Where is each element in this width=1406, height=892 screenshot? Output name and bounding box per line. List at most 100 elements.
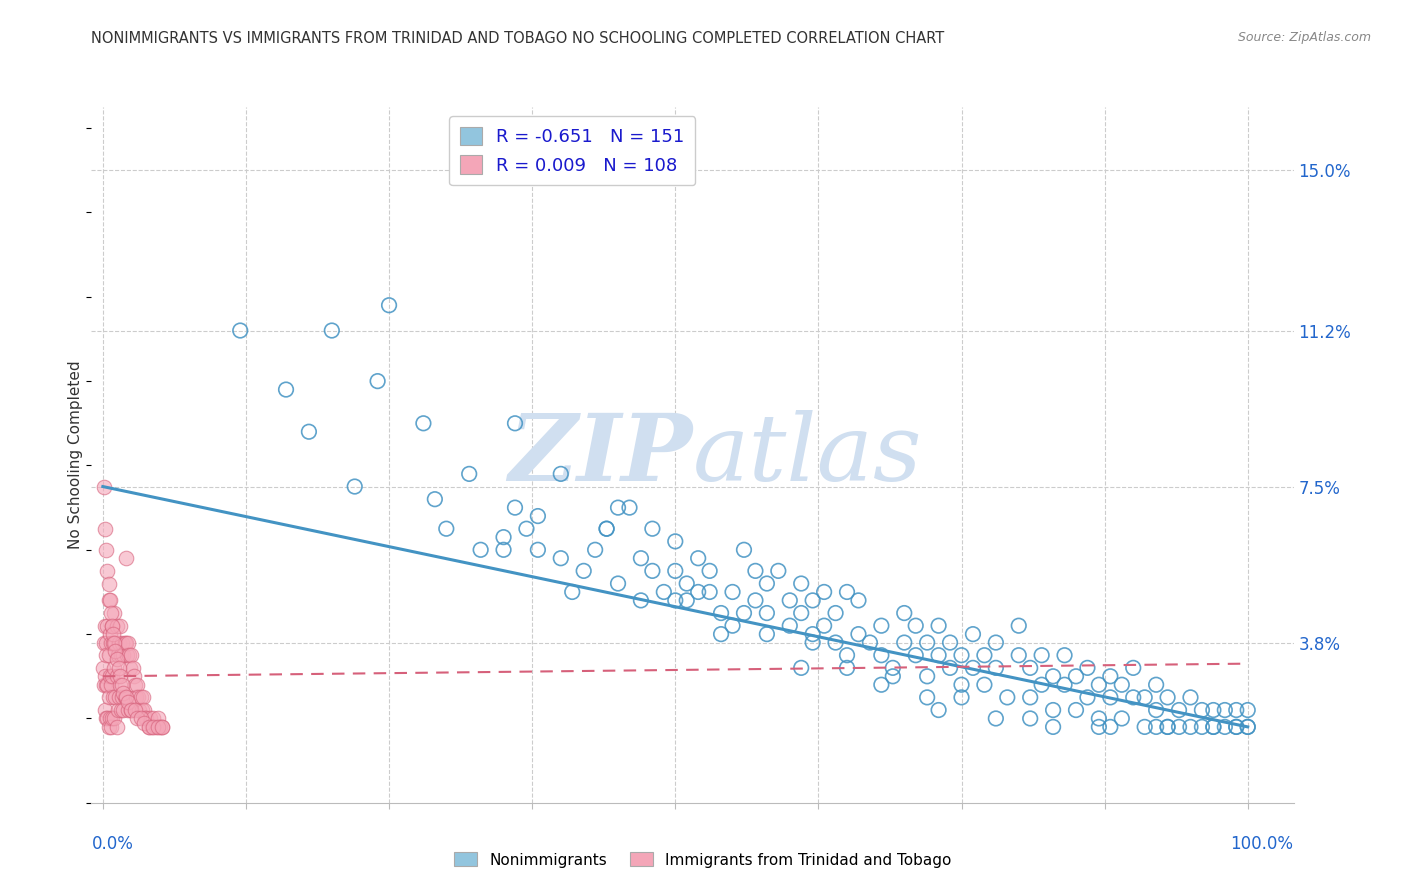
Point [1144, 703, 1167, 717]
Point [120, 703, 143, 717]
Legend: Nonimmigrants, Immigrants from Trinidad and Tobago: Nonimmigrants, Immigrants from Trinidad … [449, 847, 957, 873]
Point [527, 542, 550, 557]
Point [1191, 703, 1213, 717]
Point [108, 678, 131, 692]
Point [1111, 711, 1133, 725]
Text: 100.0%: 100.0% [1230, 835, 1294, 853]
Point [688, 585, 710, 599]
Point [1076, 661, 1098, 675]
Point [96, 678, 118, 692]
Point [96, 678, 118, 692]
Point [870, 618, 893, 632]
Point [97, 576, 120, 591]
Point [434, 522, 457, 536]
Point [550, 551, 572, 566]
Point [124, 678, 146, 692]
Point [664, 534, 686, 549]
Point [675, 576, 697, 591]
Point [835, 661, 858, 675]
Point [950, 690, 973, 705]
Point [1133, 720, 1156, 734]
Point [112, 686, 135, 700]
Point [1213, 720, 1236, 734]
Point [110, 648, 132, 663]
Point [108, 618, 131, 632]
Point [1156, 720, 1178, 734]
Point [710, 627, 733, 641]
Point [1225, 703, 1247, 717]
Point [103, 661, 125, 675]
Point [1019, 661, 1042, 675]
Point [114, 690, 136, 705]
Point [870, 678, 893, 692]
Point [882, 669, 904, 683]
Point [97, 720, 120, 734]
Point [107, 648, 129, 663]
Point [1031, 678, 1053, 692]
Point [1008, 618, 1031, 632]
Point [848, 627, 870, 641]
Point [96, 635, 118, 649]
Point [378, 298, 401, 312]
Point [1213, 703, 1236, 717]
Point [1111, 678, 1133, 692]
Point [1088, 720, 1111, 734]
Point [96, 618, 118, 632]
Point [630, 593, 652, 607]
Point [114, 690, 136, 705]
Point [1019, 711, 1042, 725]
Point [779, 593, 801, 607]
Point [132, 703, 155, 717]
Point [458, 467, 481, 481]
Point [984, 661, 1007, 675]
Point [367, 374, 389, 388]
Point [813, 585, 835, 599]
Text: 0.0%: 0.0% [91, 835, 134, 853]
Point [870, 648, 893, 663]
Point [100, 606, 122, 620]
Point [1236, 703, 1258, 717]
Point [962, 661, 984, 675]
Point [915, 669, 938, 683]
Point [813, 618, 835, 632]
Point [928, 703, 950, 717]
Point [848, 593, 870, 607]
Point [412, 417, 434, 431]
Point [111, 690, 134, 705]
Point [962, 627, 984, 641]
Point [93, 635, 115, 649]
Point [101, 627, 124, 641]
Point [607, 500, 630, 515]
Point [675, 593, 697, 607]
Point [733, 606, 755, 620]
Point [893, 606, 915, 620]
Point [503, 500, 526, 515]
Point [641, 522, 664, 536]
Point [229, 324, 252, 338]
Point [824, 635, 846, 649]
Point [127, 678, 149, 692]
Point [101, 690, 124, 705]
Point [122, 669, 145, 683]
Point [298, 425, 321, 439]
Point [1144, 678, 1167, 692]
Point [145, 720, 167, 734]
Point [274, 383, 297, 397]
Point [146, 720, 169, 734]
Point [98, 711, 121, 725]
Point [108, 661, 131, 675]
Point [105, 720, 128, 734]
Point [103, 635, 125, 649]
Point [91, 661, 114, 675]
Point [98, 627, 121, 641]
Point [527, 509, 550, 524]
Point [321, 324, 343, 338]
Point [882, 661, 904, 675]
Point [103, 711, 125, 725]
Point [111, 635, 134, 649]
Point [138, 720, 160, 734]
Point [97, 648, 120, 663]
Point [110, 703, 132, 717]
Point [423, 492, 446, 507]
Point [984, 711, 1007, 725]
